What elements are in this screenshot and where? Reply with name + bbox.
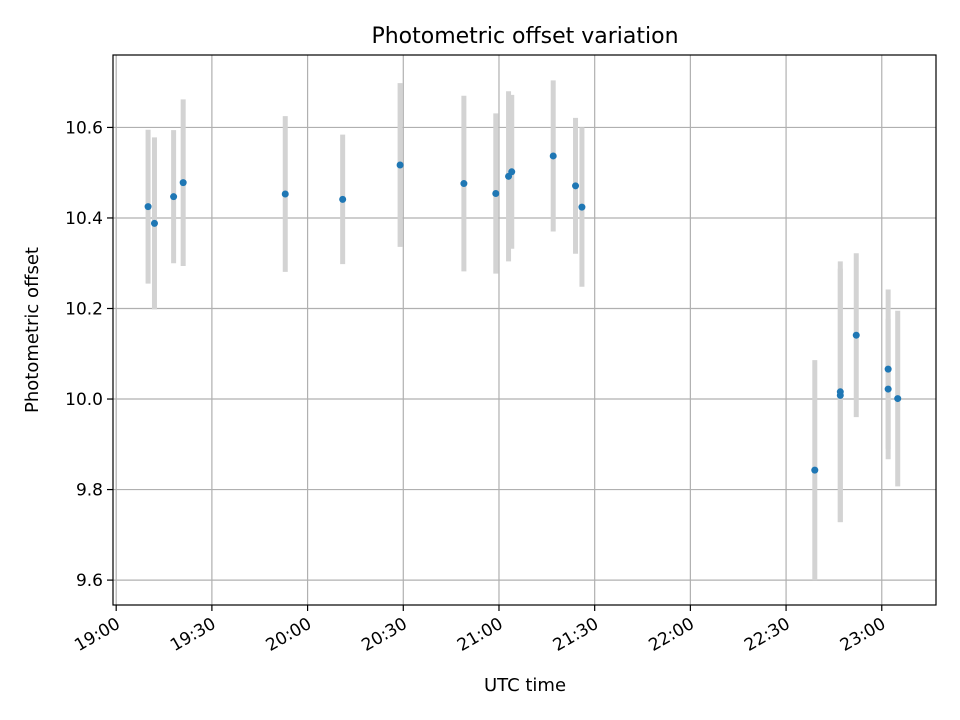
data-point xyxy=(852,331,860,339)
data-point xyxy=(572,182,580,190)
data-point xyxy=(170,193,178,201)
chart-title: Photometric offset variation xyxy=(371,24,678,49)
data-point xyxy=(179,179,187,187)
data-point xyxy=(492,190,500,198)
y-axis-label: Photometric offset xyxy=(22,247,43,413)
y-tick-label: 10.2 xyxy=(65,299,103,319)
data-point xyxy=(811,466,819,474)
data-point xyxy=(144,203,152,211)
data-points xyxy=(144,152,902,474)
data-point xyxy=(396,161,404,169)
y-axis-ticks: 9.6 9.8 10.0 10.2 10.4 10.6 xyxy=(65,118,113,591)
data-point xyxy=(508,168,516,176)
y-tick-label: 10.4 xyxy=(65,209,103,229)
plot-area-frame xyxy=(112,54,937,606)
data-point xyxy=(836,391,844,399)
data-point xyxy=(894,395,902,403)
data-point xyxy=(549,152,557,160)
data-point xyxy=(884,385,892,393)
data-point xyxy=(884,365,892,373)
y-tick-label: 10.0 xyxy=(65,390,103,410)
data-point xyxy=(281,190,289,198)
data-point xyxy=(339,195,347,203)
data-point xyxy=(460,180,468,188)
data-point xyxy=(150,219,158,227)
y-tick-label: 9.8 xyxy=(76,481,103,501)
y-tick-label: 9.6 xyxy=(76,571,103,591)
x-axis-label: UTC time xyxy=(484,675,566,696)
y-tick-label: 10.6 xyxy=(65,118,103,138)
gridlines xyxy=(113,55,936,605)
data-point xyxy=(578,203,586,211)
